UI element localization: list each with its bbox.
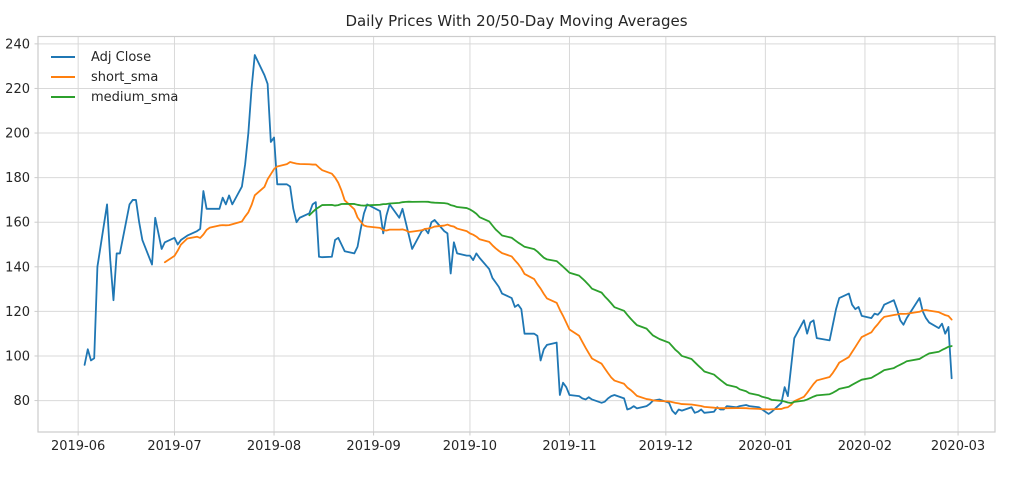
legend-item-medium-sma: medium_sma: [51, 87, 178, 107]
x-tick-label: 2019-11: [542, 439, 596, 454]
y-tick-label: 180: [5, 171, 30, 186]
adj-close-line-swatch-icon: [51, 56, 75, 58]
legend-item-adj-close: Adj Close: [51, 47, 178, 67]
y-tick-label: 220: [5, 82, 30, 97]
legend-label-short-sma: short_sma: [91, 69, 159, 85]
adj-close-line: [83, 54, 953, 415]
y-tick-label: 140: [5, 260, 30, 275]
legend-item-short-sma: short_sma: [51, 67, 178, 87]
x-tick-label: 2020-03: [931, 439, 985, 454]
y-tick-label: 160: [5, 216, 30, 231]
short-sma-line: [163, 161, 953, 411]
x-tick-label: 2019-08: [247, 439, 301, 454]
chart-title: Daily Prices With 20/50-Day Moving Avera…: [345, 12, 688, 30]
y-tick-label: 100: [5, 349, 30, 364]
x-tick-label: 2019-10: [443, 439, 497, 454]
x-tick-label: 2020-01: [738, 439, 792, 454]
medium-sma-line-swatch-icon: [51, 96, 75, 98]
y-tick-label: 120: [5, 305, 30, 320]
chart-legend: Adj Close short_sma medium_sma: [51, 47, 178, 107]
plot-frame: [37, 35, 996, 433]
x-tick-label: 2020-02: [838, 439, 892, 454]
short-sma-line-swatch-icon: [51, 76, 75, 78]
legend-label-adj-close: Adj Close: [91, 49, 152, 65]
x-tick-label: 2019-09: [346, 439, 400, 454]
medium-sma-line: [308, 200, 953, 404]
y-tick-label: 200: [5, 127, 30, 142]
x-tick-label: 2019-06: [51, 439, 105, 454]
y-tick-label: 80: [13, 394, 30, 409]
legend-label-medium-sma: medium_sma: [91, 89, 179, 105]
y-tick-label: 240: [5, 37, 30, 52]
x-tick-label: 2019-07: [147, 439, 201, 454]
x-tick-label: 2019-12: [639, 439, 693, 454]
